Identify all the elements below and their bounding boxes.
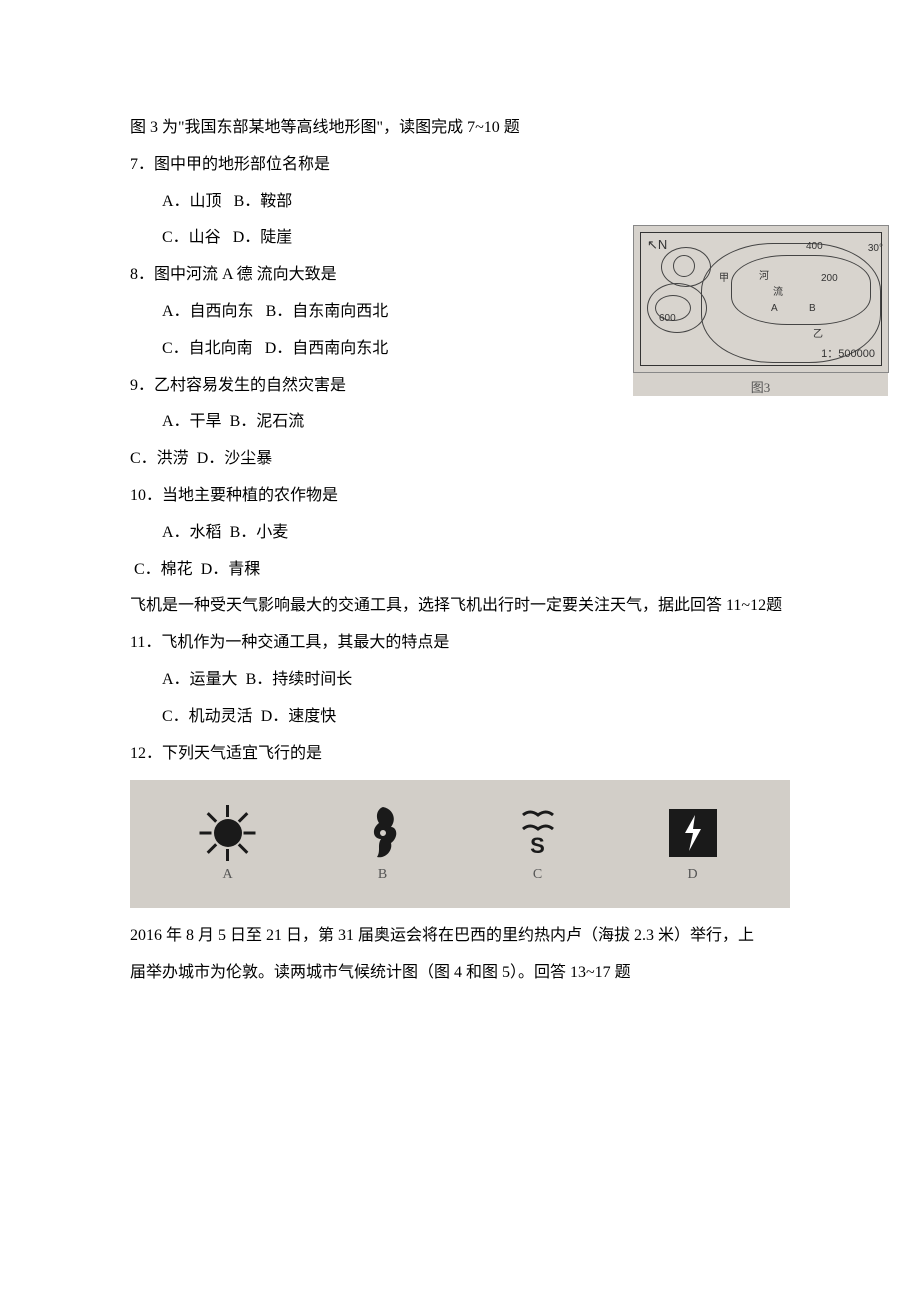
weather-letter-c: C <box>533 867 542 883</box>
thunderstorm-icon <box>665 805 721 861</box>
q7-opt-d: D．陡崖 <box>233 229 293 246</box>
q9-opt-a: A．干旱 <box>162 413 222 430</box>
q11-options-row2: C．机动灵活 D．速度快 <box>130 699 800 736</box>
label-jia: 甲 <box>719 269 729 284</box>
q11-opt-b: B．持续时间长 <box>246 671 353 688</box>
contour-200: 200 <box>821 273 838 284</box>
weather-letter-b: B <box>378 867 387 883</box>
label-a: A <box>771 303 778 314</box>
q10-stem: 10．当地主要种植的农作物是 <box>130 478 800 515</box>
q7-opt-a: A．山顶 <box>162 193 222 210</box>
label-yi: 乙 <box>813 325 823 340</box>
weather-letter-d: D <box>687 867 697 883</box>
weather-option-a: A <box>200 805 256 883</box>
q7-opt-b: B．鞍部 <box>234 193 293 210</box>
intro-13-17-line1: 2016 年 8 月 5 日至 21 日，第 31 届奥运会将在巴西的里约热内卢… <box>130 918 800 955</box>
map-scale: 1：500000 <box>821 345 875 361</box>
weather-letter-a: A <box>222 867 232 883</box>
q8-opt-c: C．自北向南 <box>162 340 253 357</box>
figure-3-map: ↖N 30° 400 200 600 甲 河 流 A B 乙 1：500000 … <box>633 225 888 396</box>
q8-opt-a: A．自西向东 <box>162 303 254 320</box>
intro-7-10: 图 3 为"我国东部某地等高线地形图"，读图完成 7~10 题 <box>130 110 800 147</box>
q9-opt-b: B．泥石流 <box>230 413 305 430</box>
q11-options-row1: A．运量大 B．持续时间长 <box>130 662 800 699</box>
q9-options-row2: C．洪涝 D．沙尘暴 <box>130 441 800 478</box>
q7-opt-c: C．山谷 <box>162 229 221 246</box>
weather-option-d: D <box>665 805 721 883</box>
intro-13-17-line2: 届举办城市为伦敦。读两城市气候统计图（图 4 和图 5）。回答 13~17 题 <box>130 955 800 992</box>
q8-opt-b: B．自东南向西北 <box>266 303 389 320</box>
q10-options-row2: C．棉花 D．青稞 <box>130 552 800 589</box>
q11-opt-a: A．运量大 <box>162 671 238 688</box>
q9-options-row1: A．干旱 B．泥石流 <box>130 404 800 441</box>
q10-opt-d: D．青稞 <box>201 561 261 578</box>
lat-label: 30° <box>868 243 883 254</box>
q11-stem: 11．飞机作为一种交通工具，其最大的特点是 <box>130 625 800 662</box>
q10-opt-b: B．小麦 <box>230 524 289 541</box>
weather-icons-row: A B S C D <box>130 780 790 908</box>
q10-opt-a: A．水稻 <box>162 524 222 541</box>
contour-600: 600 <box>659 313 676 324</box>
q11-opt-d: D．速度快 <box>261 708 337 725</box>
label-river2: 流 <box>773 283 783 298</box>
typhoon-icon <box>355 805 411 861</box>
q7-options-row1: A．山顶 B．鞍部 <box>130 184 800 221</box>
intro-11-12: 飞机是一种受天气影响最大的交通工具，选择飞机出行时一定要关注天气，据此回答 11… <box>130 588 800 625</box>
figure-3-caption: 图3 <box>633 373 888 396</box>
q9-opt-d: D．沙尘暴 <box>197 450 273 467</box>
weather-option-b: B <box>355 805 411 883</box>
q11-opt-c: C．机动灵活 <box>162 708 253 725</box>
north-arrow-icon: ↖N <box>647 237 667 253</box>
q9-opt-c: C．洪涝 <box>130 450 189 467</box>
sunny-icon <box>200 805 256 861</box>
q7-stem: 7．图中甲的地形部位名称是 <box>130 147 800 184</box>
q8-opt-d: D．自西南向东北 <box>265 340 389 357</box>
sandstorm-icon: S <box>510 805 566 861</box>
label-river1: 河 <box>759 267 769 282</box>
weather-option-c: S C <box>510 805 566 883</box>
q10-options-row1: A．水稻 B．小麦 <box>130 515 800 552</box>
q10-opt-c: C．棉花 <box>130 561 193 578</box>
contour-400: 400 <box>806 241 823 252</box>
q12-stem: 12．下列天气适宜飞行的是 <box>130 736 800 773</box>
label-b: B <box>809 303 816 314</box>
